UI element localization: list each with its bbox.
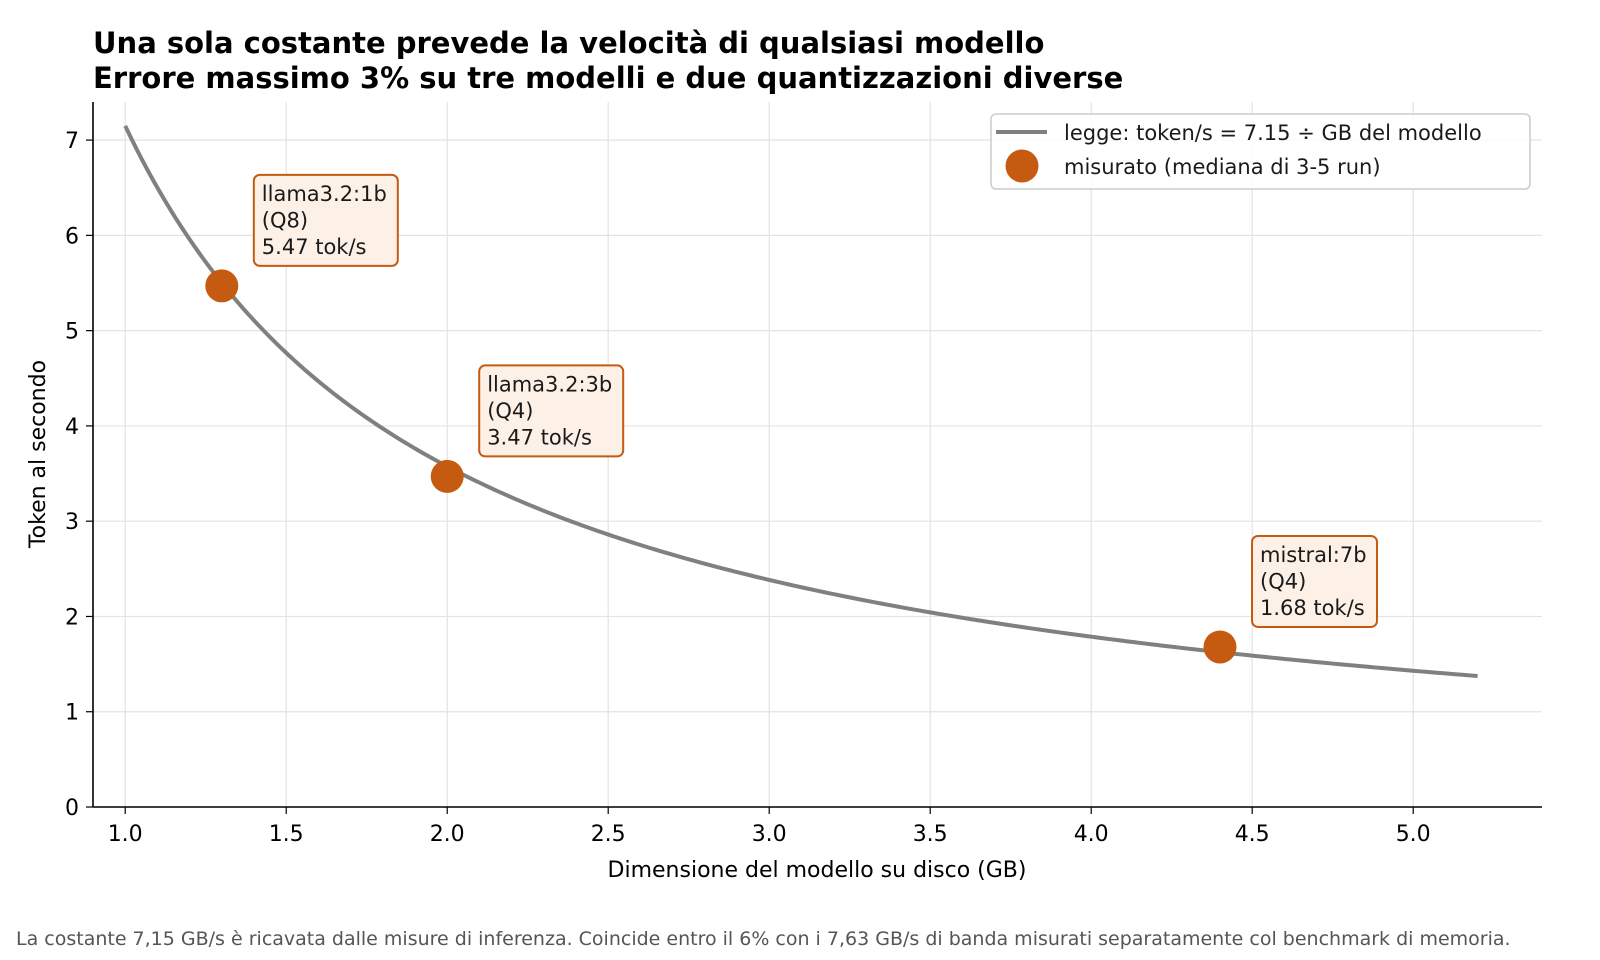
- x-tick-label: 2.5: [591, 822, 626, 847]
- x-tick-label: 4.0: [1074, 822, 1109, 847]
- y-tick-label: 4: [65, 415, 79, 440]
- x-tick-label: 1.0: [108, 822, 143, 847]
- x-tick-label: 3.5: [913, 822, 948, 847]
- annotation-line: (Q4): [1260, 569, 1306, 593]
- annotation-line: mistral:7b: [1260, 543, 1367, 567]
- chart-subtitle: Errore massimo 3% su tre modelli e due q…: [93, 61, 1123, 95]
- data-points-layer: [205, 269, 1237, 664]
- y-tick-label: 3: [65, 510, 79, 535]
- y-tick-label: 2: [65, 605, 79, 630]
- data-point: [430, 459, 464, 493]
- x-tick-label: 1.5: [269, 822, 304, 847]
- axes: 1.0 1.5 2.0 2.5 3.0 3.5 4.0 4.5 5.0 0 1 2 3 4 5 6 7: [65, 102, 1542, 847]
- law-curve: [123, 124, 1478, 678]
- y-tick-label: 6: [65, 224, 79, 249]
- y-axis-label: Token al secondo: [26, 360, 51, 549]
- y-tick-label: 5: [65, 320, 79, 345]
- annotation-line: 5.47 tok/s: [262, 235, 367, 259]
- annotation-line: 3.47 tok/s: [487, 425, 592, 449]
- annotation-line: llama3.2:1b: [262, 182, 387, 206]
- annotation-line: 1.68 tok/s: [1260, 596, 1365, 620]
- point-annotation: mistral:7b(Q4) 1.68 tok/s: [1251, 534, 1378, 628]
- legend-label-law: legge: token/s = 7.15 ÷ GB del modello: [1064, 121, 1482, 145]
- y-tick-label: 0: [65, 796, 79, 821]
- x-tick-label: 3.0: [752, 822, 787, 847]
- annotation-box: [1251, 534, 1378, 628]
- footnote: La costante 7,15 GB/s è ricavata dalle m…: [16, 928, 1511, 950]
- law-curve-layer: [123, 124, 1478, 678]
- legend: legge: token/s = 7.15 ÷ GB del modello mi…: [990, 113, 1531, 190]
- annotation-line: (Q4): [487, 399, 533, 423]
- annotation-box: [252, 173, 399, 267]
- annotations-layer: llama3.2:1b(Q8) 5.47 tok/s llama3.2:3b (Q4)…: [252, 173, 1378, 628]
- annotation-line: (Q8): [262, 208, 308, 232]
- x-tick-label: 5.0: [1396, 822, 1431, 847]
- legend-frame: [990, 113, 1531, 190]
- x-tick-label: 2.0: [430, 822, 465, 847]
- y-tick-label: 1: [65, 701, 79, 726]
- legend-label-measured: misurato (mediana di 3-5 run): [1064, 155, 1381, 179]
- chart-title: Una sola costante prevede la velocità di…: [93, 26, 1044, 60]
- annotation-line: llama3.2:3b: [487, 372, 612, 396]
- data-point: [1203, 630, 1237, 664]
- point-annotation: llama3.2:3b (Q4)3.47 tok/s: [478, 364, 625, 458]
- x-axis-label: Dimensione del modello su disco (GB): [608, 858, 1027, 883]
- x-tick-label: 4.5: [1235, 822, 1270, 847]
- point-annotation: llama3.2:1b(Q8) 5.47 tok/s: [252, 173, 399, 267]
- data-point: [205, 269, 239, 303]
- legend-marker-swatch: [1005, 149, 1039, 183]
- annotation-box: [478, 364, 625, 458]
- y-tick-label: 7: [65, 129, 79, 154]
